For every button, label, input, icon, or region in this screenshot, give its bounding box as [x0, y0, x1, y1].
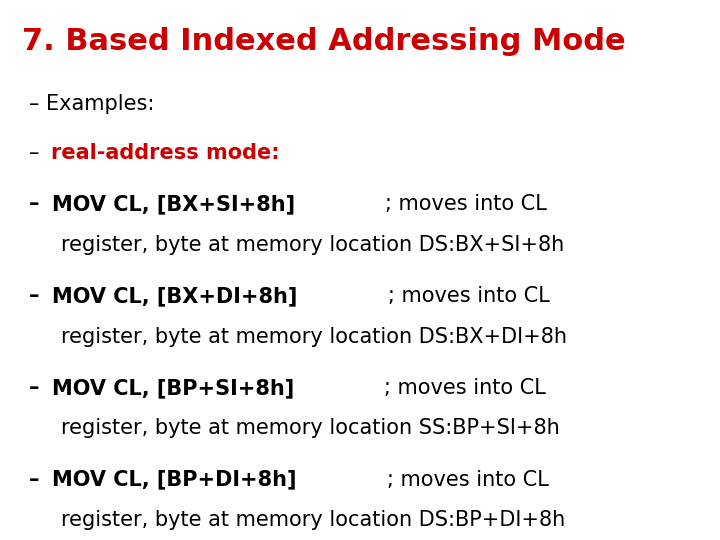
Text: MOV CL, [BX+SI+8h]: MOV CL, [BX+SI+8h] [52, 194, 294, 214]
Text: MOV CL, [BP+DI+8h]: MOV CL, [BP+DI+8h] [52, 470, 296, 490]
Text: register, byte at memory location DS:BX+SI+8h: register, byte at memory location DS:BX+… [61, 235, 564, 255]
Text: –: – [29, 286, 47, 306]
Text: register, byte at memory location DS:BP+DI+8h: register, byte at memory location DS:BP+… [61, 510, 565, 530]
Text: register, byte at memory location DS:BX+DI+8h: register, byte at memory location DS:BX+… [61, 327, 567, 347]
Text: MOV CL, [BX+DI+8h]: MOV CL, [BX+DI+8h] [52, 286, 297, 306]
Text: ; moves into CL: ; moves into CL [364, 378, 546, 398]
Text: ; moves into CL: ; moves into CL [367, 470, 549, 490]
Text: – Examples:: – Examples: [29, 94, 154, 114]
Text: register, byte at memory location SS:BP+SI+8h: register, byte at memory location SS:BP+… [61, 418, 560, 438]
Text: 7. Based Indexed Addressing Mode: 7. Based Indexed Addressing Mode [22, 27, 625, 56]
Text: –: – [29, 378, 47, 398]
Text: ; moves into CL: ; moves into CL [369, 286, 550, 306]
Text: real-address mode:: real-address mode: [50, 143, 279, 163]
Text: MOV CL, [BP+SI+8h]: MOV CL, [BP+SI+8h] [52, 378, 294, 398]
Text: –: – [29, 143, 46, 163]
Text: –: – [29, 194, 47, 214]
Text: ; moves into CL: ; moves into CL [366, 194, 547, 214]
Text: –: – [29, 470, 47, 490]
